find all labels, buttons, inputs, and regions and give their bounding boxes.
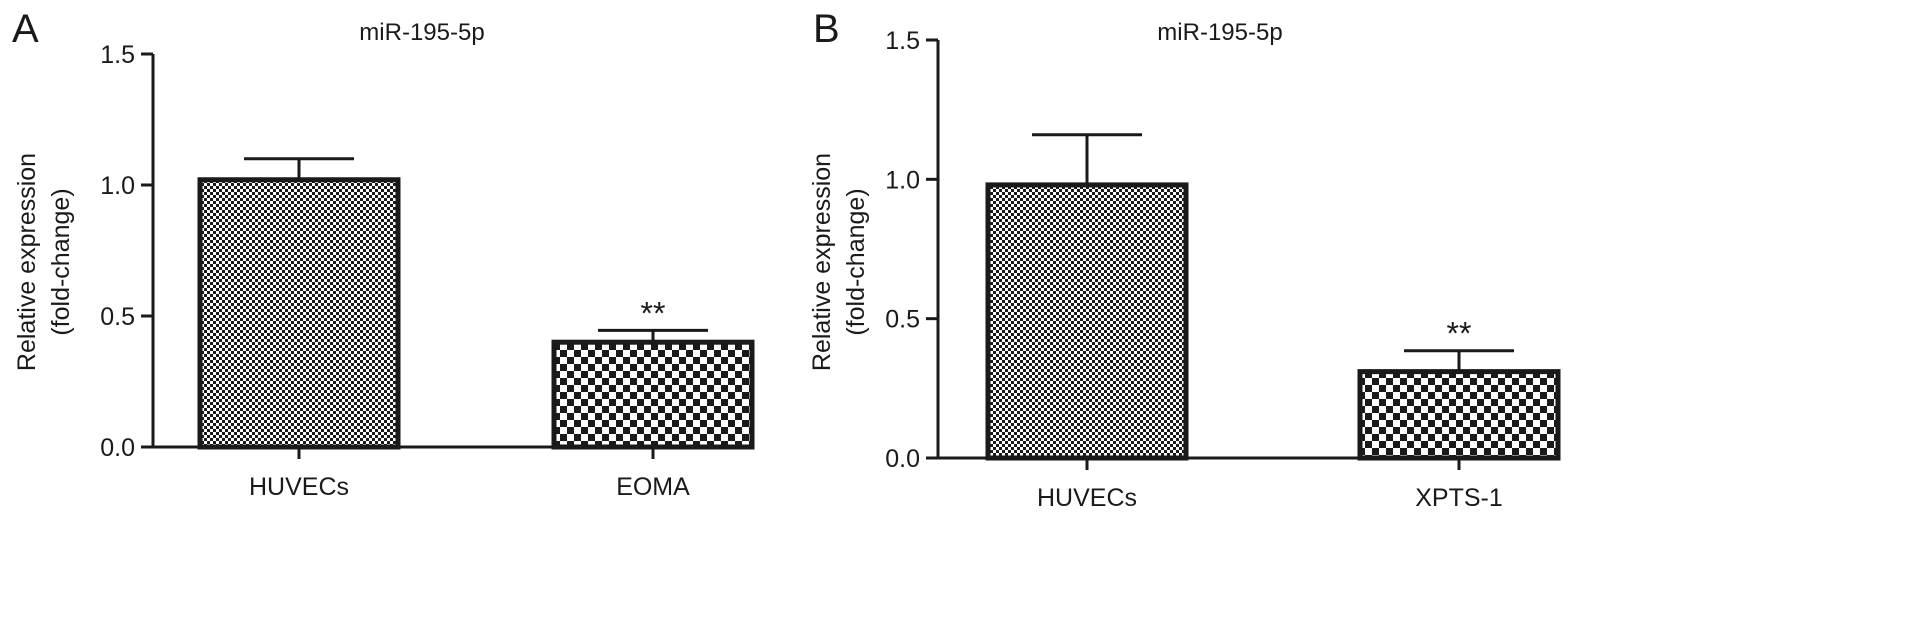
y-axis-label-line-1: Relative expression	[808, 153, 836, 371]
y-axis-label-line-2: (fold-change)	[842, 188, 870, 335]
y-axis-label: Relative expression (fold-change)	[808, 153, 870, 371]
y-tick-label: 1.0	[885, 166, 920, 194]
y-tick-label: 0.5	[885, 306, 920, 334]
x-tick-label: HUVECs	[249, 473, 349, 501]
plot-area: 0.0 0.5 1.0 1.5 HUVECs XPTS-1 **	[885, 27, 1561, 512]
y-tick-label: 0.0	[885, 445, 920, 473]
panel-label: A	[12, 7, 39, 51]
y-tick-label: 0.5	[100, 303, 135, 331]
y-tick-label: 1.0	[100, 172, 135, 200]
significance-marker: **	[1447, 316, 1472, 352]
chart-title: miR-195-5p	[359, 19, 484, 46]
x-tick-label: EOMA	[616, 473, 690, 501]
panel-label: B	[813, 7, 840, 51]
bar-xpts-1	[1357, 369, 1561, 461]
bar-huvecs	[985, 182, 1189, 461]
panel-a: A miR-195-5p Relative expression (fold-c…	[12, 7, 755, 501]
bar-huvecs	[197, 177, 401, 450]
y-tick-label: 0.0	[100, 434, 135, 462]
plot-area: 0.0 0.5 1.0 1.5 HUVECs EOMA **	[100, 41, 755, 501]
panel-b: B miR-195-5p Relative expression (fold-c…	[808, 7, 1561, 512]
x-tick-label: XPTS-1	[1415, 484, 1503, 512]
y-axis-label-line-1: Relative expression	[13, 153, 41, 371]
y-axis-label: Relative expression (fold-change)	[13, 153, 75, 371]
significance-marker: **	[641, 295, 666, 331]
y-axis-label-line-2: (fold-change)	[47, 188, 75, 335]
bar-eoma	[551, 339, 755, 450]
x-tick-label: HUVECs	[1037, 484, 1137, 512]
y-tick-label: 1.5	[100, 41, 135, 69]
y-tick-label: 1.5	[885, 27, 920, 55]
chart-title: miR-195-5p	[1157, 19, 1282, 46]
